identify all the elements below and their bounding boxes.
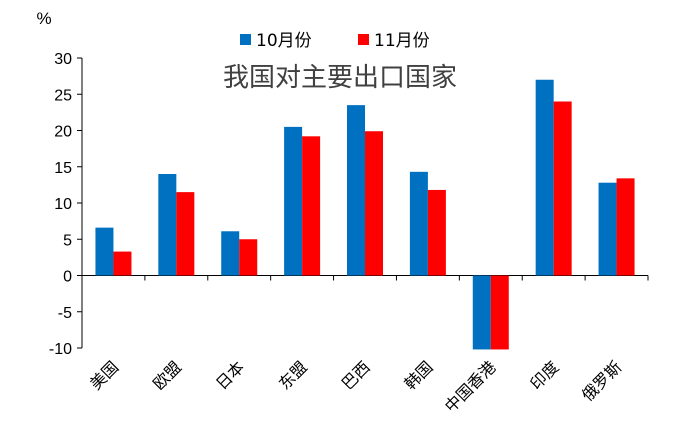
bar-nov-1: [176, 192, 195, 276]
y-tick-label: 0: [63, 269, 72, 286]
bar-oct-5: [409, 171, 428, 276]
y-tick-label: -5: [58, 305, 72, 322]
x-category-label: 巴西: [338, 357, 374, 393]
bar-oct-1: [158, 174, 177, 276]
x-category-label: 日本: [212, 357, 248, 393]
bar-oct-3: [284, 126, 303, 276]
y-tick-label: 10: [54, 196, 72, 213]
x-category-label: 美国: [86, 357, 122, 393]
y-tick-label: 5: [63, 232, 72, 249]
bar-oct-8: [598, 182, 617, 276]
x-category-label: 俄罗斯: [578, 357, 625, 404]
x-category-label: 印度: [526, 357, 562, 393]
y-unit-label: %: [36, 9, 51, 28]
bar-nov-6: [490, 275, 509, 350]
y-tick-label: 20: [54, 124, 72, 141]
labels: 美国 欧盟 日本 东盟 巴西 韩国 中国香港 印度 俄罗斯: [86, 357, 625, 416]
x-category-label: 韩国: [401, 357, 437, 393]
y-tick-label: -10: [49, 341, 72, 358]
x-category-label: 东盟: [275, 357, 311, 393]
bar-oct-2: [221, 231, 240, 276]
y-tick-label: 30: [54, 51, 72, 68]
legend-label: 11月份: [374, 31, 430, 51]
bar-nov-2: [239, 239, 258, 276]
bar-nov-5: [427, 189, 446, 276]
bar-oct-0: [95, 227, 114, 276]
bar-oct-7: [535, 79, 554, 276]
bars: [95, 79, 635, 350]
bar-nov-3: [302, 136, 321, 276]
x-category-label: 中国香港: [441, 357, 500, 416]
bar-oct-6: [472, 275, 491, 350]
legend-label: 10月份: [256, 31, 312, 51]
bar-nov-4: [365, 131, 383, 276]
bar-nov-8: [616, 178, 635, 276]
bar-nov-0: [113, 251, 132, 276]
legend: 10月份 11月份: [240, 31, 430, 51]
bar-nov-7: [553, 101, 572, 276]
legend-swatch: [358, 34, 369, 45]
chart-title: 我国对主要出口国家: [223, 63, 457, 93]
y-tick-label: 15: [54, 160, 72, 177]
x-category-label: 欧盟: [149, 357, 185, 393]
bar-oct-4: [347, 105, 365, 276]
legend-swatch: [240, 34, 251, 45]
y-tick-label: 25: [54, 87, 72, 104]
